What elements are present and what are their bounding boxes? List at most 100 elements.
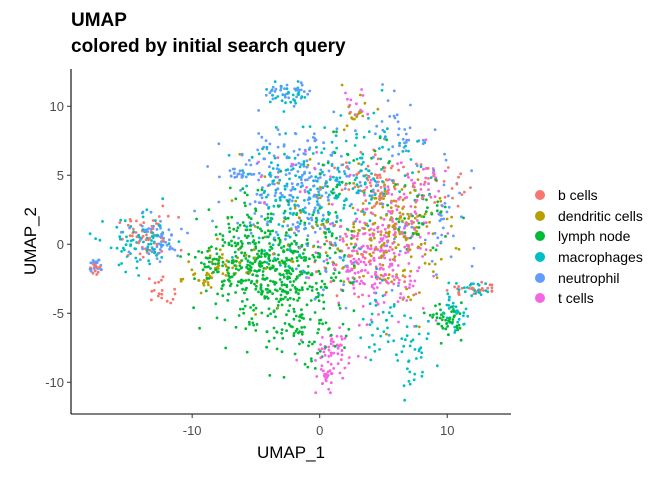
- data-point: [280, 328, 284, 331]
- data-point: [410, 219, 413, 223]
- data-point: [260, 215, 263, 218]
- data-point: [310, 218, 314, 222]
- data-point: [201, 268, 205, 272]
- data-point: [375, 201, 379, 204]
- data-point: [267, 257, 271, 261]
- data-point: [417, 226, 421, 229]
- x-tick-label: 0: [316, 423, 323, 438]
- data-point: [272, 236, 276, 240]
- data-point: [328, 230, 332, 234]
- data-point: [278, 196, 282, 200]
- y-tick-label: 0: [57, 237, 64, 252]
- data-point: [401, 212, 405, 216]
- data-point: [168, 245, 172, 249]
- data-point: [379, 230, 383, 234]
- data-point: [315, 145, 318, 149]
- data-point: [410, 234, 414, 238]
- data-point: [291, 223, 295, 226]
- data-point: [207, 283, 210, 287]
- data-point: [401, 137, 405, 141]
- data-point: [403, 184, 407, 187]
- data-point: [244, 327, 248, 331]
- data-point: [278, 278, 282, 281]
- data-point: [281, 297, 285, 301]
- data-point: [363, 256, 367, 260]
- data-point: [427, 319, 430, 323]
- data-point: [294, 199, 298, 203]
- data-point: [252, 323, 256, 327]
- data-point: [415, 164, 419, 168]
- data-point: [383, 187, 387, 191]
- data-point: [433, 262, 437, 266]
- data-point: [476, 282, 480, 286]
- data-point: [335, 236, 338, 240]
- data-point: [356, 252, 359, 256]
- data-point: [405, 243, 409, 247]
- legend-item: dendritic cells: [532, 206, 643, 227]
- data-point: [293, 187, 297, 191]
- data-point: [357, 228, 361, 232]
- data-point: [325, 258, 329, 262]
- data-point: [260, 188, 264, 192]
- data-point: [324, 179, 328, 183]
- data-point: [155, 257, 159, 260]
- data-point: [355, 237, 359, 241]
- data-point: [254, 313, 257, 316]
- data-point: [443, 201, 447, 205]
- data-point: [385, 281, 389, 284]
- data-point: [470, 169, 473, 173]
- data-point: [217, 200, 221, 204]
- data-point: [197, 279, 201, 282]
- data-point: [423, 253, 427, 256]
- data-point: [193, 277, 196, 281]
- data-point: [234, 267, 238, 271]
- data-point: [366, 224, 370, 228]
- data-point: [432, 174, 435, 178]
- data-point: [329, 391, 332, 395]
- data-point: [294, 314, 298, 318]
- data-point: [263, 255, 267, 258]
- data-point: [307, 202, 311, 205]
- data-point: [352, 174, 356, 177]
- data-point: [253, 200, 257, 204]
- data-point: [301, 252, 305, 255]
- data-point: [363, 221, 367, 225]
- data-point: [460, 193, 464, 197]
- data-point: [294, 132, 298, 136]
- data-point: [396, 264, 400, 267]
- data-point: [357, 257, 361, 261]
- data-point: [402, 384, 406, 388]
- data-point: [228, 169, 232, 173]
- data-point: [179, 255, 183, 258]
- data-point: [406, 250, 410, 254]
- data-point: [387, 249, 391, 253]
- data-point: [253, 260, 257, 264]
- data-point: [286, 234, 290, 238]
- data-point: [268, 165, 271, 169]
- data-point: [340, 83, 344, 87]
- data-point: [364, 167, 368, 171]
- data-point: [322, 147, 326, 151]
- data-point: [239, 240, 243, 243]
- data-point: [344, 91, 347, 95]
- data-point: [261, 270, 265, 273]
- data-point: [285, 155, 289, 159]
- data-point: [381, 145, 384, 149]
- data-point: [302, 160, 306, 163]
- data-point: [339, 279, 343, 283]
- data-point: [227, 153, 231, 157]
- data-point: [291, 196, 295, 199]
- data-point: [311, 213, 315, 217]
- data-point: [409, 340, 413, 343]
- data-point: [200, 261, 203, 265]
- data-point: [360, 245, 364, 249]
- data-point: [141, 210, 145, 214]
- data-point: [311, 152, 315, 155]
- data-point: [374, 304, 378, 307]
- data-point: [260, 261, 264, 265]
- data-point: [322, 141, 325, 145]
- data-point: [373, 236, 376, 240]
- data-point: [361, 189, 365, 193]
- data-point: [398, 230, 401, 234]
